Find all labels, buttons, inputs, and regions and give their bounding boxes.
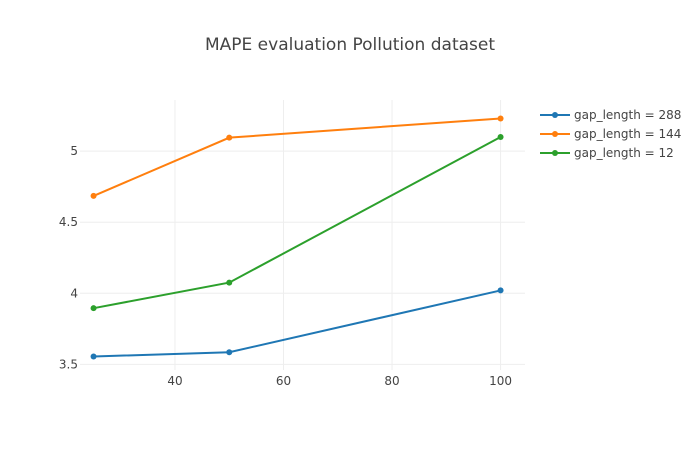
data-point <box>226 349 233 356</box>
legend-item[interactable]: gap_length = 144 <box>540 127 681 141</box>
y-tick-label: 4.5 <box>59 215 78 229</box>
legend-label: gap_length = 12 <box>574 146 674 160</box>
data-point <box>90 192 97 199</box>
series-1 <box>90 287 504 360</box>
data-point <box>497 287 504 294</box>
series-line <box>93 117 501 197</box>
data-point <box>90 305 97 312</box>
x-tick-label: 100 <box>489 374 512 388</box>
legend-label: gap_length = 288 <box>574 108 681 122</box>
legend-item[interactable]: gap_length = 12 <box>540 146 674 160</box>
legend-marker <box>552 150 558 156</box>
x-tick-label: 80 <box>384 374 399 388</box>
y-axis-ticks: 3.5 4 4.5 5 <box>59 144 78 371</box>
x-axis-ticks: 40 60 80 100 <box>167 374 512 388</box>
chart-title: MAPE evaluation Pollution dataset <box>205 35 495 55</box>
legend-item[interactable]: gap_length = 288 <box>540 108 681 122</box>
data-point <box>226 279 233 286</box>
series-line <box>93 289 501 358</box>
legend-marker <box>552 112 558 118</box>
y-tick-label: 4 <box>70 286 78 300</box>
data-point <box>497 133 504 140</box>
x-tick-label: 40 <box>167 374 182 388</box>
series-2 <box>90 115 504 199</box>
x-tick-label: 60 <box>276 374 291 388</box>
grid <box>80 100 525 370</box>
y-tick-label: 3.5 <box>59 357 78 371</box>
data-point <box>90 353 97 360</box>
series-3 <box>90 133 504 312</box>
series-lines <box>90 115 504 360</box>
legend-marker <box>552 131 558 137</box>
legend-label: gap_length = 144 <box>574 127 681 141</box>
data-point <box>497 115 504 122</box>
y-tick-label: 5 <box>70 144 78 158</box>
data-point <box>226 134 233 141</box>
legend[interactable]: gap_length = 288 gap_length = 144 gap_leng… <box>540 108 681 160</box>
